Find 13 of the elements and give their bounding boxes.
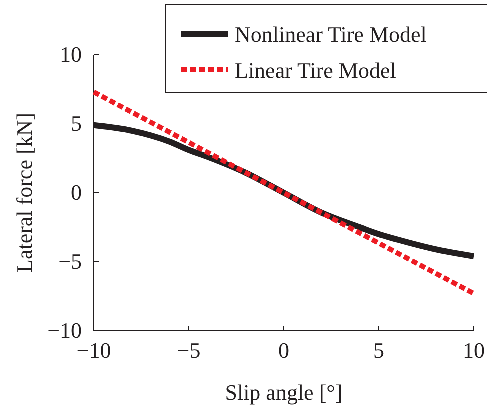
x-tick-label: −5 [177, 338, 201, 364]
y-tick-label: −10 [48, 318, 82, 344]
legend-label: Linear Tire Model [235, 58, 396, 83]
x-tick-label: 0 [278, 338, 290, 364]
legend-label: Nonlinear Tire Model [235, 22, 427, 47]
y-tick-label: 0 [71, 180, 82, 206]
y-tick-label: 5 [71, 111, 82, 136]
x-tick-label: 5 [374, 338, 384, 364]
x-tick-label: 10 [463, 338, 485, 364]
y-tick-label: 10 [60, 42, 82, 68]
x-axis-title: Slip angle [°] [225, 380, 343, 405]
y-axis-title: Lateral force [kN] [12, 112, 37, 274]
y-tick-label: −5 [58, 249, 82, 274]
